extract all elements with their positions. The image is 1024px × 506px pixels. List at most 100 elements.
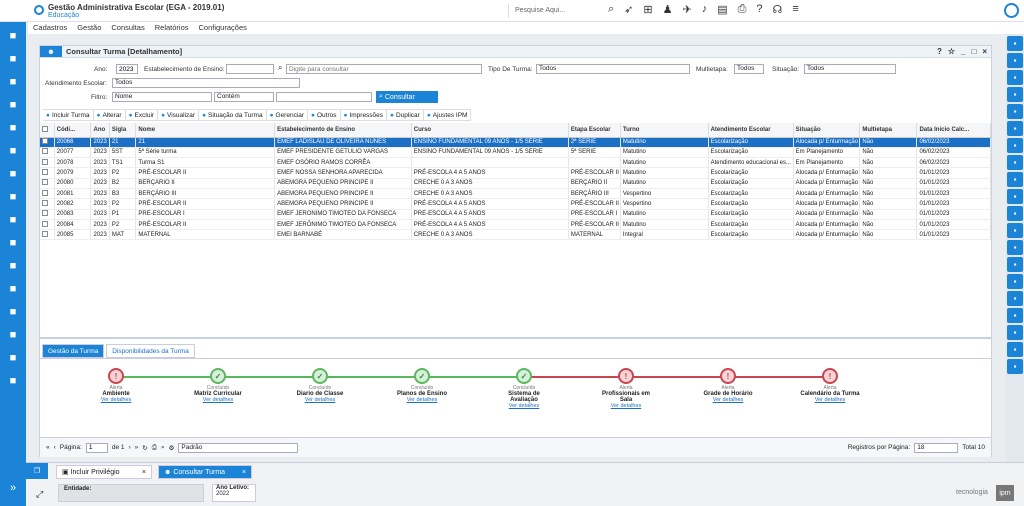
column-header[interactable]: Situação — [793, 123, 861, 138]
clipboard-icon[interactable]: ▤ — [717, 4, 728, 16]
shortcut-icon[interactable]: ▪ — [1007, 223, 1023, 238]
table-row[interactable]: 20082 2023 P2 PRÉ-ESCOLAR II ABEMGRA PEQUENO… — [40, 198, 991, 210]
utensils-icon[interactable]: ■ — [9, 351, 17, 364]
table-row[interactable]: 20079 2023 P2 PRÉ-ESCOLAR II EMEF NOSSA SENH… — [40, 167, 991, 179]
row-checkbox-cell[interactable] — [40, 147, 55, 159]
toolbar-button[interactable]: ● Situação da Turma — [199, 110, 267, 121]
home-icon[interactable]: ■ — [9, 29, 17, 42]
star-icon[interactable]: ☆ — [947, 47, 956, 56]
document-icon[interactable]: ■ — [9, 98, 17, 111]
shortcut-icon[interactable]: ▪ — [1007, 36, 1023, 51]
chart-icon[interactable]: ■ — [9, 144, 17, 157]
shortcut-icon[interactable]: ▪ — [1007, 257, 1023, 272]
building-icon[interactable]: ■ — [9, 167, 17, 180]
row-checkbox-cell[interactable] — [40, 198, 55, 210]
help-icon[interactable]: ? — [936, 47, 942, 56]
menu-item[interactable]: Configurações — [198, 23, 247, 32]
table-row[interactable]: 20080 2023 B2 BERÇÁRIO II ABEMGRA PEQUENO PR… — [40, 178, 991, 189]
shortcut-icon[interactable]: ▪ — [1007, 240, 1023, 255]
user-tie-icon[interactable]: ♟ — [662, 4, 673, 16]
toolbar-button[interactable]: ● Ajustes IPM — [424, 110, 472, 121]
row-checkbox-cell[interactable] — [40, 167, 55, 179]
row-checkbox-cell[interactable] — [40, 209, 55, 220]
row-checkbox-cell[interactable] — [40, 229, 55, 241]
checkbox[interactable] — [42, 189, 48, 196]
row-checkbox-cell[interactable] — [40, 219, 55, 231]
estab-code-input[interactable] — [226, 64, 274, 74]
shortcut-icon[interactable]: ▪ — [1007, 70, 1023, 85]
column-header[interactable]: Nome — [135, 123, 276, 138]
users-icon[interactable]: ■ — [9, 190, 17, 203]
checkbox[interactable] — [42, 125, 48, 132]
toolbar-button[interactable]: ● Gerenciar — [267, 110, 309, 121]
ano-letivo-select[interactable]: Ano Letivo: 2022 — [212, 484, 256, 502]
multi-select[interactable]: Todos — [734, 64, 764, 74]
step-details-link[interactable]: Ver detalhes — [508, 403, 540, 409]
windows-icon[interactable]: ❐ — [26, 463, 48, 479]
user-avatar-icon[interactable] — [1004, 3, 1019, 18]
toolbar-button[interactable]: ● Impressões — [341, 110, 388, 121]
entidade-select[interactable]: Entidade: — [58, 484, 204, 502]
menu-icon[interactable]: ≡ — [792, 3, 799, 15]
detail-tab[interactable]: Gestão da Turma — [42, 344, 105, 358]
tab-incluir-privilegio[interactable]: ▣ Incluir Privilégio × — [56, 465, 152, 479]
column-header[interactable]: Ano — [90, 123, 110, 138]
situacao-select[interactable]: Todos — [804, 64, 896, 74]
toolbar-button[interactable]: ● Duplicar — [387, 110, 424, 121]
pie-icon[interactable]: ■ — [9, 328, 17, 341]
table-row[interactable]: 20066 2023 21 21 EMEF LADISLAU DE OLIVEIRA N… — [40, 137, 991, 148]
expand-icon[interactable]: ⤢ — [36, 489, 44, 499]
column-header[interactable]: Atendimento Escolar — [708, 123, 794, 138]
table-row[interactable]: 20077 2023 5ST 5ª Série turma EMEF PRESIDENT… — [40, 147, 991, 159]
search-icon[interactable]: ⌕ — [608, 3, 615, 15]
filtro-field-select[interactable]: Nome — [112, 92, 212, 102]
bell-icon[interactable]: ♪ — [701, 3, 708, 15]
shortcut-icon[interactable]: ▪ — [1007, 172, 1023, 187]
menu-item[interactable]: Gestão — [77, 23, 102, 32]
row-checkbox-cell[interactable] — [40, 178, 55, 189]
search-icon[interactable]: ⌕ — [278, 63, 283, 72]
shortcut-icon[interactable]: ▪ — [1007, 359, 1023, 374]
menu-item[interactable]: Relatórios — [154, 23, 189, 32]
toolbar-button[interactable]: ● Outros — [308, 110, 341, 121]
step-details-link[interactable]: Ver detalhes — [814, 397, 846, 403]
detail-tab[interactable]: Disponibilidades da Turma — [106, 344, 195, 358]
scale-icon[interactable]: ■ — [9, 121, 17, 134]
step-details-link[interactable]: Ver detalhes — [610, 403, 642, 409]
column-header[interactable]: Turno — [620, 123, 709, 138]
shortcut-icon[interactable]: ▪ — [1007, 291, 1023, 306]
close-icon[interactable]: × — [241, 468, 246, 476]
tab-consultar-turma[interactable]: ☻ Consultar Turma × — [158, 465, 252, 479]
last-page-icon[interactable]: » — [134, 444, 139, 451]
menu-item[interactable]: Consultas — [111, 23, 145, 32]
group-icon[interactable]: ■ — [9, 282, 17, 295]
search-icon[interactable]: ⌕ — [160, 443, 165, 451]
toolbar-button[interactable]: ● Alterar — [94, 110, 126, 121]
checkbox[interactable] — [42, 230, 48, 237]
checkbox[interactable] — [42, 199, 48, 206]
step-details-link[interactable]: Ver detalhes — [100, 397, 132, 403]
shortcut-icon[interactable]: ▪ — [1007, 189, 1023, 204]
toolbar-button[interactable]: ● Incluir Turma — [43, 110, 94, 121]
checkbox[interactable] — [42, 138, 48, 145]
shortcut-icon[interactable]: ▪ — [1007, 121, 1023, 136]
sitemap-icon[interactable]: ⊞ — [643, 4, 653, 16]
table-row[interactable]: 20081 2023 B3 BERÇÁRIO III ABEMGRA PEQUENO P… — [40, 188, 991, 200]
column-header[interactable]: Multietapa — [859, 123, 918, 138]
table-row[interactable]: 20078 2023 TS1 Turma S1 EMEF OSÓRIO RAMOS CO… — [40, 157, 991, 169]
ano-input[interactable] — [116, 64, 138, 74]
checkbox[interactable] — [42, 158, 48, 165]
step-details-link[interactable]: Ver detalhes — [406, 397, 438, 403]
table-row[interactable]: 20085 2023 MAT MATERNAL EMEI BARNABÉ CRECHE 0… — [40, 229, 991, 241]
atend-select[interactable]: Todos — [112, 78, 300, 88]
shortcut-icon[interactable]: ▪ — [1007, 325, 1023, 340]
column-header[interactable]: Estabelecimento de Ensino — [274, 123, 412, 138]
maximize-icon[interactable]: □ — [971, 47, 977, 56]
badge-icon[interactable]: ■ — [9, 75, 17, 88]
tipo-select[interactable]: Todos — [536, 64, 690, 74]
next-page-icon[interactable]: › — [128, 444, 131, 451]
column-header[interactable]: Códi... — [54, 123, 92, 138]
headset-icon[interactable]: ☊ — [772, 4, 783, 16]
column-header[interactable]: Curso — [411, 123, 569, 138]
refresh-icon[interactable]: ↻ — [142, 444, 148, 452]
